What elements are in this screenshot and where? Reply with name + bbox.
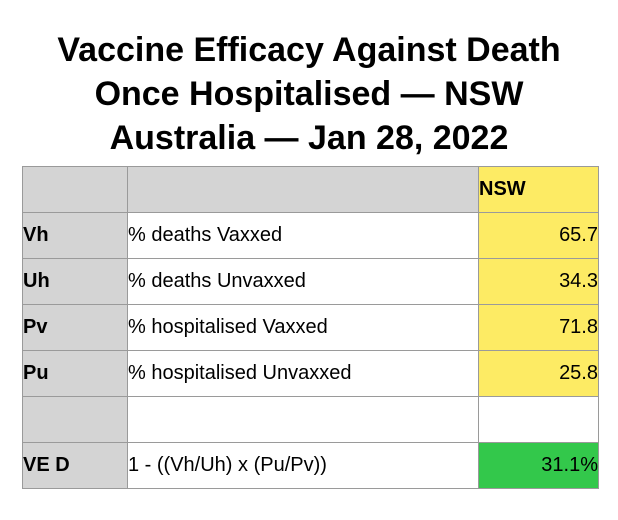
table-row-empty (22, 396, 599, 443)
formula-description: 1 - ((Vh/Uh) x (Pu/Pv)) (127, 442, 479, 489)
row-value: 25.8 (478, 350, 599, 397)
row-label-pv: Pv (22, 304, 128, 351)
table-row: Vh % deaths Vaxxed 65.7 (22, 212, 599, 259)
row-value: 71.8 (478, 304, 599, 351)
row-label-uh: Uh (22, 258, 128, 305)
row-label-ved: VE D (22, 442, 128, 489)
row-value: 65.7 (478, 212, 599, 259)
page-title: Vaccine Efficacy Against Death Once Hosp… (0, 28, 618, 160)
column-header-nsw: NSW (478, 166, 599, 213)
result-value: 31.1% (478, 442, 599, 489)
title-line-1: Vaccine Efficacy Against Death (57, 31, 561, 69)
row-label-vh: Vh (22, 212, 128, 259)
table-row: Pu % hospitalised Unvaxxed 25.8 (22, 350, 599, 397)
row-label-empty (22, 396, 128, 443)
row-description: % deaths Unvaxxed (127, 258, 479, 305)
table-row-result: VE D 1 - ((Vh/Uh) x (Pu/Pv)) 31.1% (22, 442, 599, 489)
title-line-3: Australia — Jan 28, 2022 (109, 119, 509, 157)
row-description: % hospitalised Unvaxxed (127, 350, 479, 397)
header-cell-blank-2 (127, 166, 479, 213)
table-header-row: NSW (22, 166, 599, 213)
row-description-empty (127, 396, 479, 443)
row-description: % deaths Vaxxed (127, 212, 479, 259)
row-value: 34.3 (478, 258, 599, 305)
efficacy-table: NSW Vh % deaths Vaxxed 65.7 Uh % deaths … (22, 166, 599, 489)
row-description: % hospitalised Vaxxed (127, 304, 479, 351)
table-row: Uh % deaths Unvaxxed 34.3 (22, 258, 599, 305)
table-row: Pv % hospitalised Vaxxed 71.8 (22, 304, 599, 351)
title-line-2: Once Hospitalised — NSW (94, 75, 524, 113)
row-value-empty (478, 396, 599, 443)
row-label-pu: Pu (22, 350, 128, 397)
header-cell-blank-1 (22, 166, 128, 213)
